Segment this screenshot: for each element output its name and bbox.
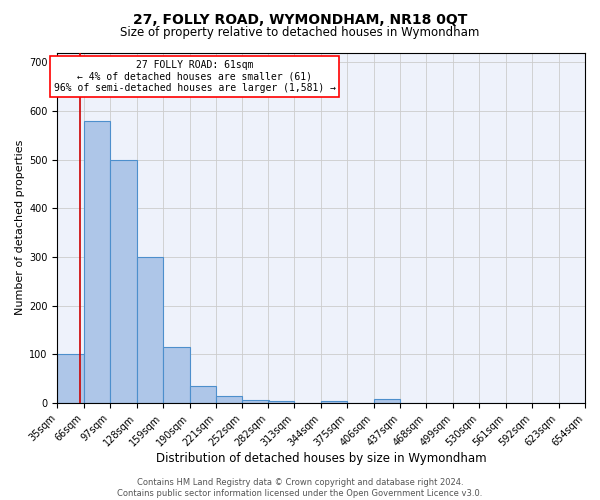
Text: 27 FOLLY ROAD: 61sqm
← 4% of detached houses are smaller (61)
96% of semi-detach: 27 FOLLY ROAD: 61sqm ← 4% of detached ho… xyxy=(53,60,335,92)
Bar xyxy=(321,400,347,403)
Text: Size of property relative to detached houses in Wymondham: Size of property relative to detached ho… xyxy=(121,26,479,39)
Bar xyxy=(58,354,84,403)
Bar xyxy=(84,120,110,403)
X-axis label: Distribution of detached houses by size in Wymondham: Distribution of detached houses by size … xyxy=(156,452,487,465)
Bar xyxy=(242,400,269,403)
Y-axis label: Number of detached properties: Number of detached properties xyxy=(15,140,25,316)
Bar xyxy=(163,347,190,403)
Bar xyxy=(216,396,242,403)
Bar xyxy=(374,399,400,403)
Bar xyxy=(137,257,163,403)
Text: Contains HM Land Registry data © Crown copyright and database right 2024.
Contai: Contains HM Land Registry data © Crown c… xyxy=(118,478,482,498)
Bar xyxy=(190,386,216,403)
Text: 27, FOLLY ROAD, WYMONDHAM, NR18 0QT: 27, FOLLY ROAD, WYMONDHAM, NR18 0QT xyxy=(133,12,467,26)
Bar xyxy=(268,400,295,403)
Bar xyxy=(110,160,137,403)
